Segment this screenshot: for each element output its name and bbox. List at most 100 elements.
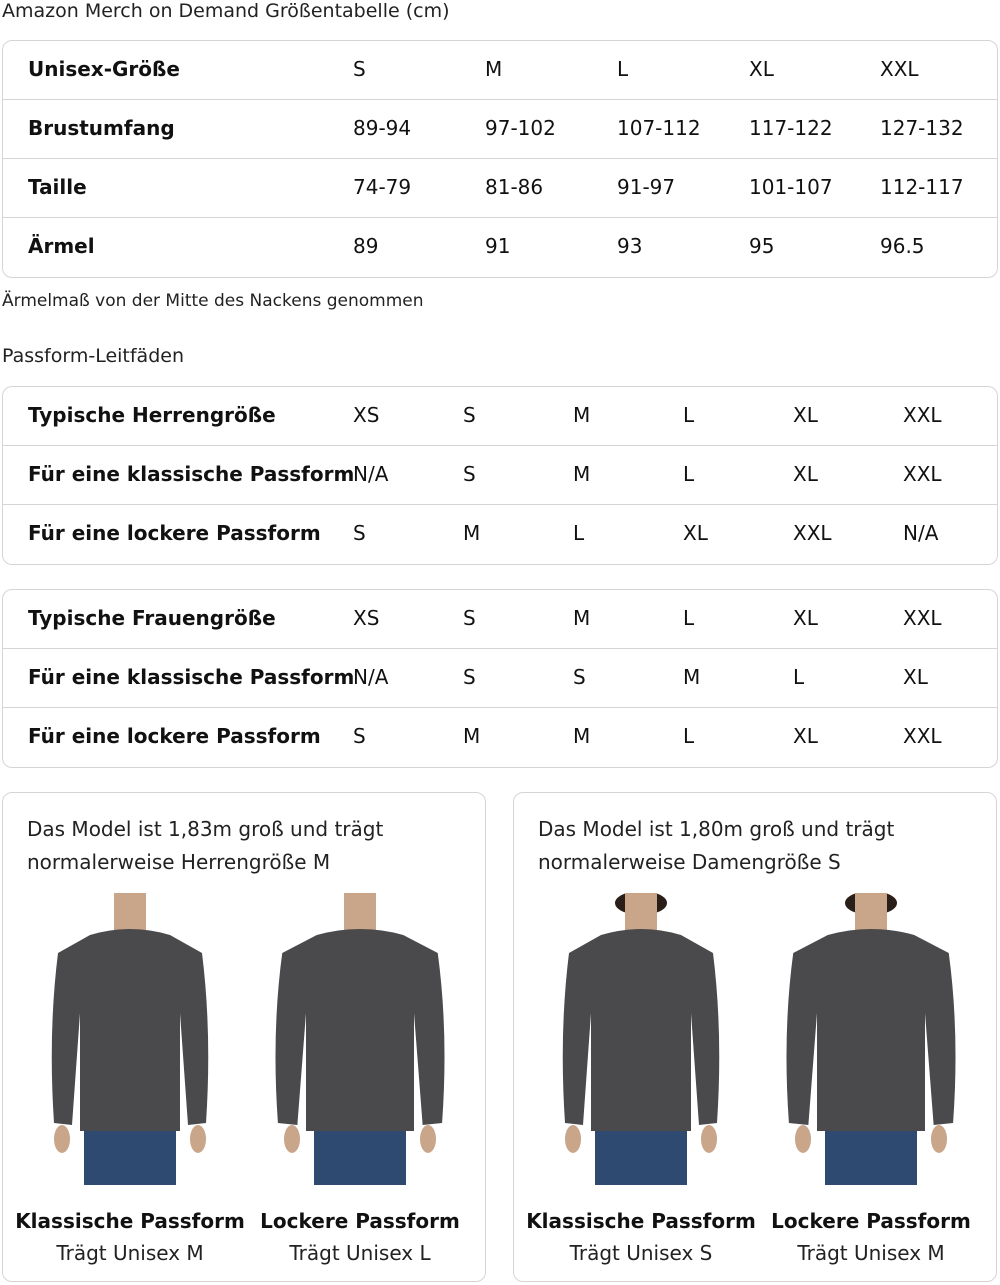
- row-header: Für eine klassische Passform: [28, 462, 355, 486]
- table-cell: XL: [793, 403, 818, 427]
- table-cell: 91: [485, 234, 511, 258]
- row-header: Unisex-Größe: [28, 57, 180, 81]
- caption-line: Das Model ist 1,83m groß und trägt: [27, 817, 384, 841]
- table-cell: 96.5: [880, 234, 925, 258]
- table-cell: M: [463, 724, 481, 748]
- table-row: Taille 74-79 81-86 91-97 101-107 112-117: [3, 159, 997, 218]
- row-header: Für eine lockere Passform: [28, 521, 321, 545]
- table-row: Für eine klassische Passform N/A S S M L XL: [3, 649, 997, 708]
- row-header: Für eine lockere Passform: [28, 724, 321, 748]
- model-caption: Das Model ist 1,83m groß und trägt normal…: [27, 813, 383, 879]
- table-cell: S: [463, 403, 476, 427]
- table-cell: 89: [353, 234, 379, 258]
- table-cell: M: [683, 665, 701, 689]
- row-header: Typische Herrengröße: [28, 403, 276, 427]
- size-chart-title: Amazon Merch on Demand Größentabelle (cm…: [2, 0, 450, 22]
- table-cell: S: [463, 606, 476, 630]
- table-cell: XS: [353, 403, 380, 427]
- table-cell: S: [353, 724, 366, 748]
- model-photo: [541, 891, 741, 1185]
- table-cell: M: [573, 462, 591, 486]
- table-cell: 117-122: [749, 116, 833, 140]
- fit-label: Klassische Passform Trägt Unisex M: [15, 1205, 245, 1269]
- fit-label: Klassische Passform Trägt Unisex S: [526, 1205, 756, 1269]
- table-cell: 81-86: [485, 175, 544, 199]
- row-header: Für eine klassische Passform: [28, 665, 355, 689]
- caption-line: normalerweise Damengröße S: [538, 850, 841, 874]
- table-cell: 74-79: [353, 175, 412, 199]
- table-cell: S: [463, 462, 476, 486]
- table-cell: XXL: [880, 57, 919, 81]
- row-header: Taille: [28, 175, 87, 199]
- women-model-card: Das Model ist 1,80m groß und trägt normal…: [513, 792, 997, 1282]
- table-cell: N/A: [903, 521, 939, 545]
- wears-size: Trägt Unisex M: [56, 1241, 204, 1265]
- table-cell: L: [683, 606, 695, 630]
- table-cell: XXL: [903, 462, 942, 486]
- table-cell: N/A: [353, 665, 389, 689]
- table-cell: L: [683, 724, 695, 748]
- caption-line: normalerweise Herrengröße M: [27, 850, 331, 874]
- table-cell: XL: [749, 57, 774, 81]
- table-cell: XS: [353, 606, 380, 630]
- table-cell: XL: [903, 665, 928, 689]
- table-row: Unisex-Größe S M L XL XXL: [3, 41, 997, 100]
- table-row: Für eine lockere Passform S M M L XL XXL: [3, 708, 997, 767]
- table-cell: 101-107: [749, 175, 833, 199]
- women-fit-table: Typische Frauengröße XS S M L XL XXL Für eine k…: [2, 589, 998, 768]
- table-cell: 107-112: [617, 116, 701, 140]
- table-row: Brustumfang 89-94 97-102 107-112 117-122 127-…: [3, 100, 997, 159]
- men-model-card: Das Model ist 1,83m groß und trägt normal…: [2, 792, 486, 1282]
- fit-name: Lockere Passform: [771, 1209, 971, 1233]
- table-row: Für eine lockere Passform S M L XL XXL N/A: [3, 505, 997, 564]
- wears-size: Trägt Unisex M: [797, 1241, 945, 1265]
- table-cell: M: [573, 403, 591, 427]
- row-header: Brustumfang: [28, 116, 175, 140]
- table-cell: 112-117: [880, 175, 964, 199]
- table-cell: M: [485, 57, 503, 81]
- table-cell: 127-132: [880, 116, 964, 140]
- table-cell: L: [617, 57, 629, 81]
- table-cell: S: [353, 521, 366, 545]
- sleeve-note: Ärmelmaß von der Mitte des Nackens genom…: [2, 291, 424, 311]
- fit-guide-title: Passform-Leitfäden: [2, 345, 184, 367]
- wears-size: Trägt Unisex L: [289, 1241, 431, 1265]
- table-cell: 97-102: [485, 116, 556, 140]
- table-cell: XL: [793, 462, 818, 486]
- table-cell: L: [683, 462, 695, 486]
- table-cell: XL: [683, 521, 708, 545]
- table-cell: L: [793, 665, 805, 689]
- table-cell: XXL: [903, 606, 942, 630]
- table-cell: L: [573, 521, 585, 545]
- table-cell: S: [463, 665, 476, 689]
- table-row: Für eine klassische Passform N/A S M L XL XXL: [3, 446, 997, 505]
- model-photo: [771, 891, 971, 1185]
- wears-size: Trägt Unisex S: [569, 1241, 713, 1265]
- fit-label: Lockere Passform Trägt Unisex M: [756, 1205, 986, 1269]
- table-cell: XXL: [903, 403, 942, 427]
- table-row: Typische Frauengröße XS S M L XL XXL: [3, 590, 997, 649]
- fit-name: Lockere Passform: [260, 1209, 460, 1233]
- model-caption: Das Model ist 1,80m groß und trägt normal…: [538, 813, 894, 879]
- table-cell: M: [573, 606, 591, 630]
- table-cell: S: [353, 57, 366, 81]
- unisex-size-table: Unisex-Größe S M L XL XXL Brustumfang 89-94 97-1…: [2, 40, 998, 278]
- men-fit-table: Typische Herrengröße XS S M L XL XXL Für eine k…: [2, 386, 998, 565]
- fit-name: Klassische Passform: [15, 1209, 245, 1233]
- table-row: Ärmel 89 91 93 95 96.5: [3, 218, 997, 277]
- fit-name: Klassische Passform: [526, 1209, 756, 1233]
- table-cell: L: [683, 403, 695, 427]
- table-cell: XXL: [903, 724, 942, 748]
- table-cell: XL: [793, 606, 818, 630]
- table-cell: 89-94: [353, 116, 412, 140]
- model-photo: [30, 893, 230, 1185]
- table-cell: 93: [617, 234, 643, 258]
- model-photo: [260, 893, 460, 1185]
- row-header: Typische Frauengröße: [28, 606, 276, 630]
- table-cell: M: [573, 724, 591, 748]
- table-cell: N/A: [353, 462, 389, 486]
- table-cell: 91-97: [617, 175, 676, 199]
- table-row: Typische Herrengröße XS S M L XL XXL: [3, 387, 997, 446]
- caption-line: Das Model ist 1,80m groß und trägt: [538, 817, 895, 841]
- table-cell: S: [573, 665, 586, 689]
